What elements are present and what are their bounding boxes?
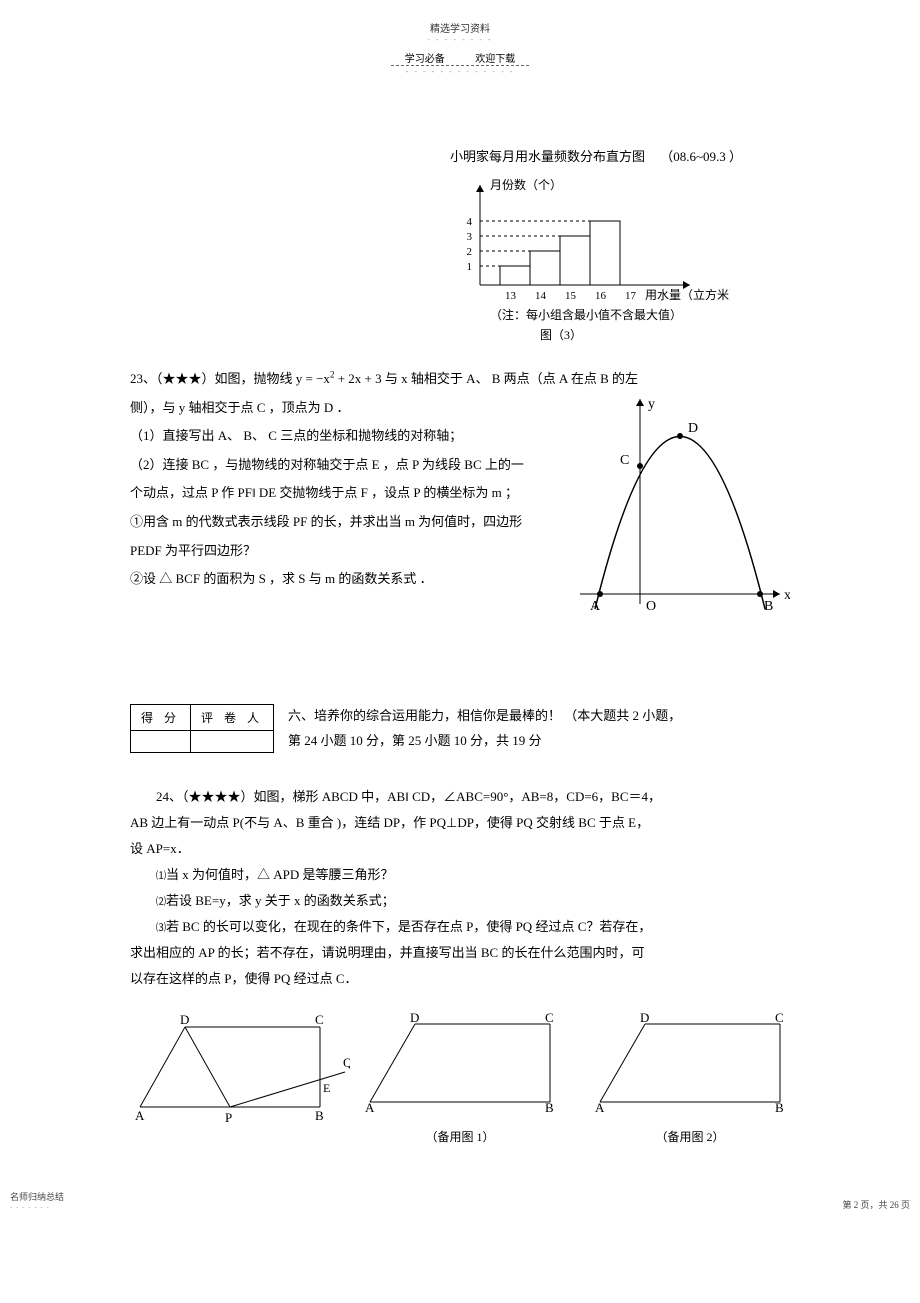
fig-backup1-svg: A B D C bbox=[360, 1012, 560, 1112]
svg-text:A: A bbox=[595, 1100, 605, 1112]
q24-s3a: ⑶若 BC 的长可以变化，在现在的条件下，是否存在点 P，使得 PQ 经过点 C… bbox=[130, 914, 790, 940]
backup2-label: （备用图 2） bbox=[590, 1125, 790, 1149]
histogram-svg: 1 2 3 4 13 14 15 16 17 bbox=[450, 175, 730, 345]
svg-text:4: 4 bbox=[467, 216, 473, 228]
svg-text:A: A bbox=[590, 599, 601, 614]
svg-text:C: C bbox=[775, 1012, 784, 1025]
svg-text:17: 17 bbox=[625, 290, 637, 302]
footer-left: 名师归纳总结 - - - - - - - bbox=[10, 1190, 64, 1211]
parabola-svg: A O B x C D y bbox=[570, 394, 790, 624]
svg-text:D: D bbox=[640, 1012, 649, 1025]
svg-text:O: O bbox=[646, 599, 656, 614]
section-6-text: 六、培养你的综合运用能力，相信你是最棒的！ （本大题共 2 小题， 第 24 小… bbox=[288, 704, 681, 753]
svg-text:D: D bbox=[410, 1012, 419, 1025]
chart-note: （注：每小组含最小值不含最大值） bbox=[490, 307, 682, 322]
header-line1: 精选学习资料 bbox=[130, 20, 790, 35]
svg-text:16: 16 bbox=[595, 290, 607, 302]
q24-fig-main: A P B D C E Q bbox=[130, 1012, 330, 1149]
section6-title: 六、培养你的综合运用能力，相信你是最棒的！ （本大题共 2 小题， bbox=[288, 704, 681, 729]
q24-p2: AB 边上有一动点 P(不与 A、B 重合 )，连结 DP，作 PQ⊥DP，使得… bbox=[130, 810, 790, 836]
svg-text:14: 14 bbox=[535, 290, 547, 302]
section6-sub: 第 24 小题 10 分，第 25 小题 10 分，共 19 分 bbox=[288, 729, 681, 754]
chart-range: （08.6~09.3 ） bbox=[660, 149, 742, 164]
q23-intro: 23、（★★★）如图，抛物线 bbox=[130, 371, 296, 386]
q24-p1: 24、（★★★★）如图，梯形 ABCD 中，AB‖ CD，∠ABC=90°，AB… bbox=[130, 784, 790, 810]
footer-right: 第 2 页，共 26 页 bbox=[842, 1198, 910, 1211]
histogram: 1 2 3 4 13 14 15 16 17 bbox=[450, 175, 730, 325]
q23-p2b: 个动点，过点 P 作 PF‖ DE 交抛物线于点 F ，设点 P 的横坐标为 m… bbox=[130, 479, 560, 508]
q23-p2e: ②设 △ BCF 的面积为 S ，求 S 与 m 的函数关系式 ． bbox=[130, 565, 560, 594]
svg-text:D: D bbox=[688, 421, 698, 436]
svg-text:A: A bbox=[135, 1108, 145, 1122]
svg-text:B: B bbox=[775, 1100, 784, 1112]
q23-line2: 侧），与 y 轴相交于点 C ，顶点为 D ． bbox=[130, 394, 560, 423]
score-blank2 bbox=[191, 731, 274, 753]
header-row2: 学习必备 欢迎下载 bbox=[130, 50, 790, 65]
header-dots: - - - - - - - - bbox=[130, 35, 790, 44]
svg-text:D: D bbox=[180, 1012, 189, 1027]
svg-text:Q: Q bbox=[343, 1055, 350, 1070]
question-24: 24、（★★★★）如图，梯形 ABCD 中，AB‖ CD，∠ABC=90°，AB… bbox=[130, 784, 790, 1149]
histogram-section: 小明家每月用水量频数分布直方图 （08.6~09.3 ） 1 2 3 4 bbox=[450, 146, 790, 325]
score-table: 得 分 评 卷 人 bbox=[130, 704, 274, 753]
svg-text:x: x bbox=[784, 588, 790, 603]
q23-p2d: PEDF 为平行四边形？ bbox=[130, 537, 560, 566]
svg-text:2: 2 bbox=[467, 246, 473, 258]
svg-text:P: P bbox=[225, 1110, 232, 1122]
fig-backup2-svg: A B D C bbox=[590, 1012, 790, 1112]
header-welcome: 欢迎下载 bbox=[461, 54, 529, 66]
svg-text:13: 13 bbox=[505, 290, 517, 302]
q24-s3b: 求出相应的 AP 的长；若不存在，请说明理由，并直接写出当 BC 的长在什么范围… bbox=[130, 940, 790, 966]
q23-formula: y = −x2 + 2x + 3 与 x 轴相交于 A、 B 两点（点 A 在点… bbox=[296, 371, 638, 386]
svg-text:C: C bbox=[620, 453, 629, 468]
q23-text: 侧），与 y 轴相交于点 C ，顶点为 D ． （1）直接写出 A、 B、 C … bbox=[130, 394, 560, 635]
svg-text:1: 1 bbox=[467, 261, 473, 273]
svg-text:15: 15 bbox=[565, 290, 577, 302]
svg-text:E: E bbox=[323, 1081, 330, 1095]
svg-text:A: A bbox=[365, 1100, 375, 1112]
svg-text:C: C bbox=[315, 1012, 324, 1027]
svg-text:C: C bbox=[545, 1012, 554, 1025]
y-axis-label: 月份数（个） bbox=[490, 177, 562, 192]
x-axis-label: 用水量（立方米） bbox=[645, 287, 730, 302]
q24-s2: ⑵若设 BE=y，求 y 关于 x 的函数关系式； bbox=[130, 888, 790, 914]
q24-fig-backup1: A B D C （备用图 1） bbox=[360, 1012, 560, 1149]
section-6-header: 得 分 评 卷 人 六、培养你的综合运用能力，相信你是最棒的！ （本大题共 2 … bbox=[130, 704, 790, 753]
svg-text:y: y bbox=[648, 397, 655, 412]
chart-title: 小明家每月用水量频数分布直方图 （08.6~09.3 ） bbox=[450, 146, 790, 165]
q23-p2c: ①用含 m 的代数式表示线段 PF 的长，并求出当 m 为何值时，四边形 bbox=[130, 508, 560, 537]
q24-s3c: 以存在这样的点 P，使得 PQ 经过点 C． bbox=[130, 966, 790, 992]
q23-p2a: （2）连接 BC ，与抛物线的对称轴交于点 E ，点 P 为线段 BC 上的一 bbox=[130, 451, 560, 480]
q24-s1: ⑴⑴当 x 为何值时，△ APD 是等腰三角形？当 x 为何值时，△ APD 是… bbox=[130, 862, 790, 888]
q23-p1: （1）直接写出 A、 B、 C 三点的坐标和抛物线的对称轴； bbox=[130, 422, 560, 451]
backup1-label: （备用图 1） bbox=[360, 1125, 560, 1149]
question-23: 23、（★★★）如图，抛物线 y = −x2 + 2x + 3 与 x 轴相交于… bbox=[130, 365, 790, 634]
parabola-figure: A O B x C D y bbox=[570, 394, 790, 635]
chart-title-text: 小明家每月用水量频数分布直方图 bbox=[450, 149, 645, 164]
page-header: 精选学习资料 - - - - - - - - 学习必备 欢迎下载 - - - -… bbox=[130, 0, 790, 76]
chart-fig-label: 图（3） bbox=[540, 328, 582, 342]
score-h1: 得 分 bbox=[131, 705, 191, 731]
svg-text:3: 3 bbox=[467, 231, 473, 243]
q24-p3: 设 AP=x． bbox=[130, 836, 790, 862]
score-blank1 bbox=[131, 731, 191, 753]
fig-main-svg: A P B D C E Q bbox=[130, 1012, 350, 1122]
q24-fig-backup2: A B D C （备用图 2） bbox=[590, 1012, 790, 1149]
q24-figures: A P B D C E Q A B D C bbox=[130, 1012, 790, 1149]
score-h2: 评 卷 人 bbox=[191, 705, 274, 731]
svg-text:B: B bbox=[764, 599, 773, 614]
svg-text:B: B bbox=[545, 1100, 554, 1112]
svg-text:B: B bbox=[315, 1108, 324, 1122]
header-prep: 学习必备 bbox=[391, 54, 459, 66]
header-dash: - - - - - - - - - - - - - bbox=[130, 67, 790, 76]
